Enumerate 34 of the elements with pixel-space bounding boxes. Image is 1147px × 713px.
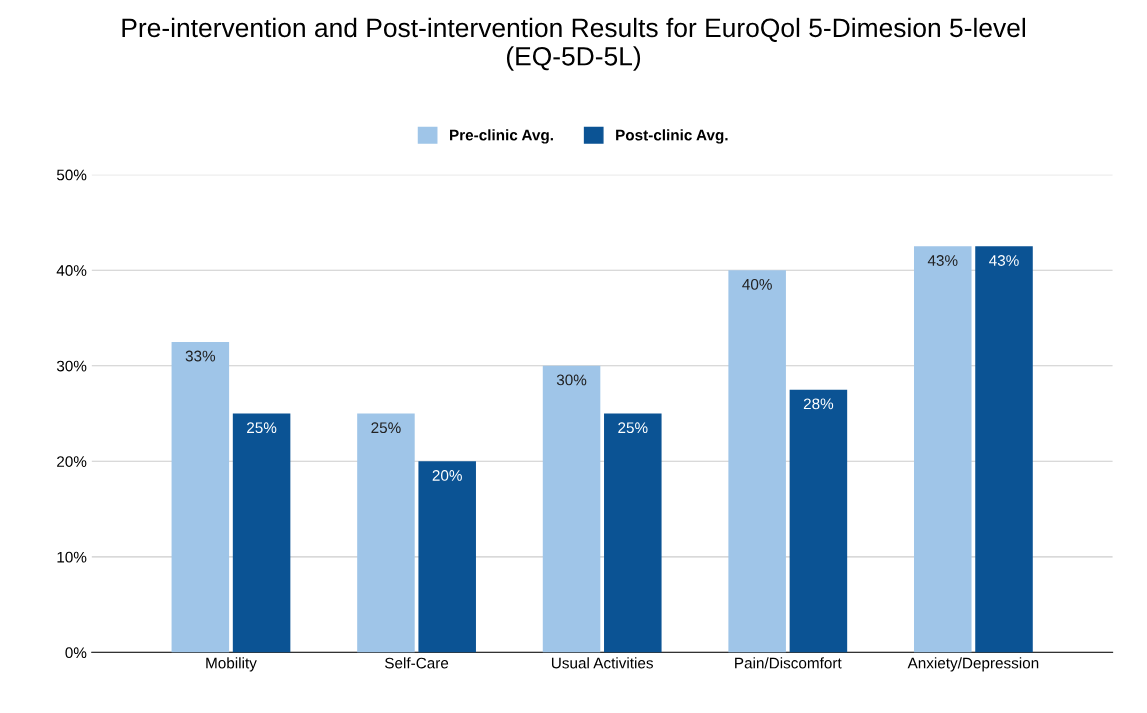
y-tick-label: 20%: [57, 456, 87, 467]
bar: [604, 413, 662, 653]
data-label: 25%: [371, 422, 401, 434]
x-tick-label: Anxiety/Depression: [907, 657, 1039, 672]
x-tick-label: Self-Care: [385, 657, 449, 669]
legend-label: Post-clinic Avg.: [616, 129, 728, 144]
data-label: 30%: [556, 374, 587, 386]
x-tick-label: Pain/Discomfort: [735, 657, 842, 669]
y-tick-label: 30%: [56, 360, 87, 372]
data-label: 25%: [247, 422, 277, 434]
bar: [789, 389, 848, 653]
data-label: 20%: [432, 470, 462, 481]
chart-title: Pre-intervention and Post-intervention Results for EuroQol 5-Dimesion 5-level (EQ-5D-5L): [122, 17, 1025, 71]
bar: [542, 365, 601, 653]
bar: [418, 461, 476, 653]
data-label: 33%: [185, 350, 216, 362]
bar: [975, 246, 1033, 653]
bar: [171, 341, 230, 653]
y-tick-label: 10%: [57, 551, 87, 563]
data-label: 40%: [742, 278, 772, 290]
data-label: 25%: [618, 422, 648, 434]
x-tick-label: Usual Activities: [551, 657, 653, 669]
bar: [357, 413, 415, 653]
data-label: 43%: [989, 255, 1019, 266]
data-label: 28%: [803, 398, 834, 410]
y-tick-label: 0%: [65, 647, 87, 659]
x-tick-label: Mobility: [206, 657, 257, 672]
y-tick-label: 40%: [56, 265, 87, 276]
bar: [728, 270, 786, 653]
data-label: 43%: [927, 255, 958, 266]
bar: [232, 413, 291, 653]
y-tick-label: 50%: [56, 169, 87, 181]
bar: [913, 246, 972, 653]
legend-label: Pre-clinic Avg.: [450, 129, 553, 144]
